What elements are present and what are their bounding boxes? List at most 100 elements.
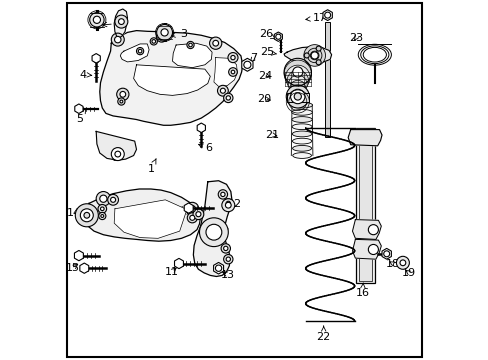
Circle shape	[383, 251, 389, 257]
Ellipse shape	[292, 145, 311, 151]
Circle shape	[221, 244, 230, 253]
Circle shape	[98, 204, 106, 213]
Text: 19: 19	[402, 268, 416, 278]
Circle shape	[84, 212, 89, 218]
Circle shape	[110, 197, 115, 202]
Polygon shape	[352, 220, 381, 239]
Circle shape	[316, 46, 321, 51]
Polygon shape	[197, 123, 205, 132]
Polygon shape	[120, 44, 149, 62]
Polygon shape	[284, 47, 331, 64]
Circle shape	[156, 24, 172, 40]
Circle shape	[187, 213, 197, 223]
Circle shape	[223, 199, 232, 208]
Polygon shape	[184, 203, 193, 213]
Circle shape	[120, 91, 125, 97]
Polygon shape	[213, 262, 223, 274]
Circle shape	[220, 192, 224, 197]
Circle shape	[223, 246, 227, 251]
FancyBboxPatch shape	[286, 93, 308, 102]
Circle shape	[196, 212, 201, 217]
Circle shape	[118, 98, 125, 105]
Circle shape	[96, 192, 110, 206]
Circle shape	[399, 260, 405, 266]
Circle shape	[220, 88, 225, 93]
Circle shape	[316, 60, 321, 65]
Circle shape	[118, 19, 124, 24]
Ellipse shape	[291, 109, 312, 115]
Text: 9: 9	[219, 229, 228, 242]
Circle shape	[225, 202, 231, 208]
Polygon shape	[381, 248, 390, 259]
Circle shape	[218, 190, 227, 199]
Circle shape	[199, 218, 228, 247]
Text: 7: 7	[249, 53, 257, 63]
Circle shape	[228, 68, 237, 76]
Text: 12: 12	[227, 199, 241, 210]
Circle shape	[101, 207, 104, 211]
Text: 18: 18	[385, 258, 399, 269]
Circle shape	[284, 60, 311, 87]
Circle shape	[244, 61, 250, 68]
Circle shape	[215, 265, 221, 271]
Circle shape	[150, 38, 157, 45]
Polygon shape	[85, 189, 200, 241]
Circle shape	[111, 33, 124, 46]
FancyBboxPatch shape	[355, 128, 374, 283]
Circle shape	[304, 53, 309, 58]
Polygon shape	[96, 131, 136, 160]
Text: 22: 22	[316, 326, 330, 342]
Text: 3: 3	[170, 29, 186, 39]
Circle shape	[225, 257, 230, 261]
Circle shape	[285, 65, 309, 90]
FancyBboxPatch shape	[358, 130, 371, 281]
Circle shape	[117, 88, 129, 100]
Circle shape	[80, 209, 93, 222]
Circle shape	[212, 40, 218, 46]
Text: 26: 26	[259, 29, 275, 39]
Text: 21: 21	[265, 130, 279, 140]
Polygon shape	[322, 10, 332, 21]
Text: 23: 23	[348, 33, 363, 43]
Circle shape	[193, 209, 203, 220]
Circle shape	[159, 34, 164, 39]
Circle shape	[289, 80, 305, 96]
Circle shape	[115, 15, 127, 28]
Circle shape	[324, 12, 330, 18]
Circle shape	[227, 53, 238, 63]
FancyBboxPatch shape	[325, 22, 329, 137]
Ellipse shape	[291, 102, 312, 108]
Circle shape	[185, 202, 199, 215]
Text: 2: 2	[102, 18, 123, 28]
Text: 4: 4	[79, 69, 92, 80]
Circle shape	[209, 37, 222, 49]
Polygon shape	[241, 58, 252, 71]
Polygon shape	[193, 181, 231, 276]
Polygon shape	[74, 251, 83, 261]
Circle shape	[310, 52, 318, 59]
Circle shape	[75, 204, 98, 227]
Polygon shape	[92, 54, 100, 63]
Circle shape	[188, 43, 192, 47]
Ellipse shape	[292, 138, 311, 144]
Text: 16: 16	[355, 283, 369, 298]
Text: 14: 14	[66, 208, 83, 218]
Polygon shape	[174, 258, 183, 269]
Text: 5: 5	[76, 108, 85, 124]
Circle shape	[367, 244, 378, 255]
Text: 10: 10	[172, 206, 191, 216]
Circle shape	[294, 93, 301, 100]
Circle shape	[107, 194, 118, 205]
Text: 15: 15	[65, 263, 79, 273]
Text: 25: 25	[259, 47, 276, 57]
Ellipse shape	[291, 124, 311, 130]
Text: 8: 8	[111, 148, 120, 163]
Circle shape	[396, 256, 408, 269]
Circle shape	[367, 225, 378, 235]
Polygon shape	[133, 65, 210, 95]
Circle shape	[286, 70, 308, 92]
Text: 24: 24	[258, 71, 272, 81]
Circle shape	[89, 13, 104, 27]
Circle shape	[189, 206, 195, 212]
Polygon shape	[114, 200, 186, 238]
